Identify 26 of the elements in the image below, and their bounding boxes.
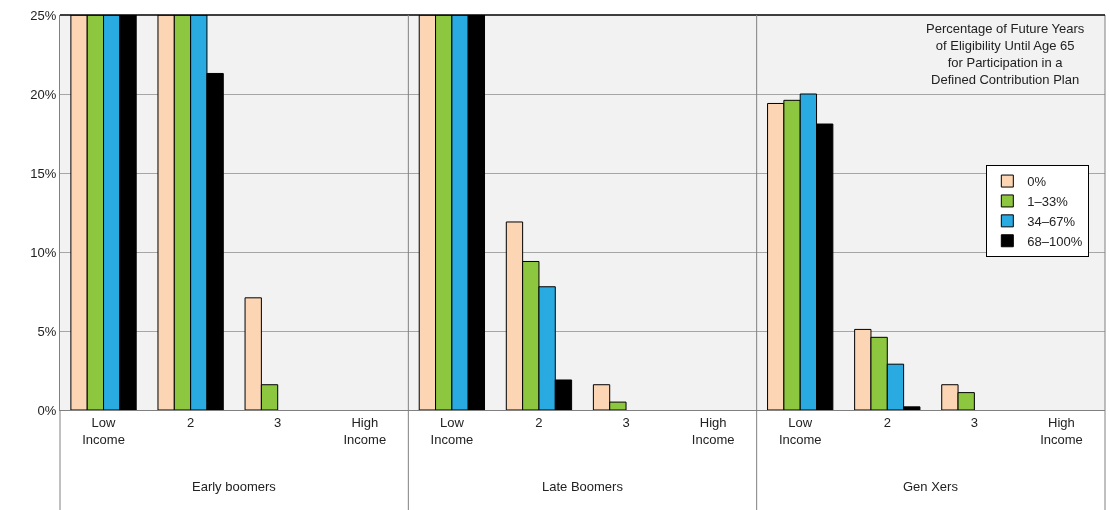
x-tick-label: 2 — [187, 414, 195, 430]
x-tick-label: High Income — [343, 414, 387, 447]
x-tick-label: High Income — [691, 414, 735, 447]
y-tick-label: 20% — [30, 86, 57, 102]
y-tick-label: 5% — [37, 323, 57, 339]
x-tick-label: 3 — [970, 414, 978, 430]
legend-title: Percentage of Future Years of Eligibility Until Age 65 for Participation in a Defined Contribution Plan — [926, 21, 1085, 87]
x-tick-label: Low Income — [430, 414, 474, 447]
y-tick-label: 10% — [30, 244, 57, 260]
x-tick-label: High Income — [1040, 414, 1083, 447]
text: Early boomers — [192, 479, 277, 494]
x-tick-label: 2 — [883, 414, 891, 430]
text: Gen Xers — [903, 479, 959, 494]
text: Late Boomers — [542, 479, 624, 494]
x-tick-label: Low Income — [778, 414, 822, 447]
legend-label: 0% — [1027, 174, 1047, 190]
y-tick-label: 25% — [30, 7, 57, 23]
x-tick-label: 3 — [274, 414, 282, 430]
legend-label: 1–33% — [1027, 194, 1069, 210]
x-tick-label: 2 — [535, 414, 543, 430]
legend-label: 68–100% — [1027, 233, 1083, 249]
legend-label: 34–67% — [1027, 213, 1076, 229]
y-tick-label: 15% — [30, 165, 57, 181]
x-tick-label: 3 — [622, 414, 630, 430]
x-tick-label: Low Income — [82, 414, 125, 447]
y-tick-label: 0% — [37, 402, 57, 418]
